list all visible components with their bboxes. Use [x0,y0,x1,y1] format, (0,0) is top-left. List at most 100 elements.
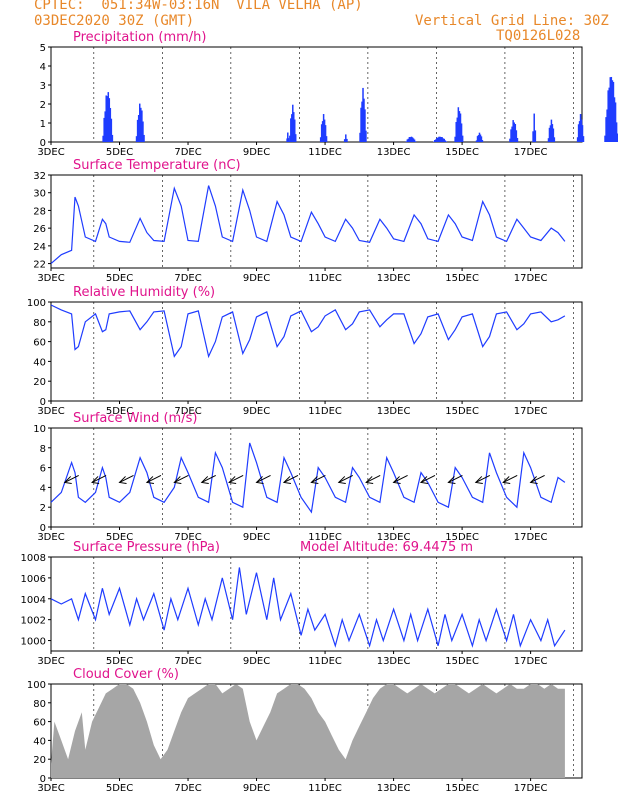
x-tick-label: 15DEC [445,532,479,543]
y-tick-label: 6 [40,464,46,475]
precip-bar [110,118,113,142]
wind-arrow-head [200,476,209,484]
precip-bar [479,134,482,142]
x-tick-label: 9DEC [243,532,270,543]
x-tick-label: 13DEC [377,532,411,543]
x-tick-label: 7DEC [174,532,201,543]
precip-bar [552,128,555,142]
x-tick-label: 3DEC [37,273,64,284]
y-tick-label: 60 [33,718,46,729]
precip-bar [104,111,106,142]
x-tick-label: 13DEC [377,783,411,794]
precip-bar [612,81,615,142]
precip-bar [136,119,139,142]
precip-bar [365,130,367,142]
x-tick-label: 3DEC [37,656,64,667]
precip-bar [511,126,513,142]
y-tick-label: 1004 [21,595,46,606]
x-tick-label: 5DEC [106,783,133,794]
precip-bar [582,136,585,142]
wind-arrow-head [173,476,182,484]
precip-bar [293,119,296,142]
panel-6: 3DEC 5DEC 7DEC 9DEC 11DEC 13DEC 15DEC 17DEC 0 20 4… [27,667,583,794]
precip-bar [477,135,480,142]
precip-bar [412,138,415,142]
precip-bar [611,80,614,142]
precip-bar [475,140,478,142]
wind-arrow-shaft [502,475,518,483]
wind-arrow-shaft [91,475,107,483]
precip-bar [459,113,462,142]
series-line [50,442,566,514]
precip-bar [514,123,517,142]
precip-bar [549,125,552,142]
wind-arrow-shaft [475,475,491,483]
y-tick-label: 2 [40,503,46,514]
panel-title: Surface Temperature (nC) [73,158,241,173]
y-tick-label: 0 [40,523,46,534]
precip-bar [613,97,616,142]
y-tick-label: 80 [33,318,46,329]
wind-arrow-shaft [365,475,381,483]
precip-bar [478,132,481,142]
precip-bar [616,133,618,142]
wind-arrow-head [282,476,292,484]
precip-bar [107,92,110,142]
x-tick-label: 13DEC [377,147,411,158]
plot-frame [50,46,583,143]
precip-bar [533,113,535,142]
wind-arrow-head [529,476,538,484]
precip-bar [547,138,550,142]
y-tick-label: 26 [33,224,46,235]
precip-bar [361,101,363,142]
wind-arrow-shaft [311,475,326,483]
precip-bar [363,98,365,142]
precip-bar [406,139,409,142]
x-tick-label: 3DEC [37,147,64,158]
plot-frame [50,174,583,269]
y-tick-label: 0 [40,397,46,408]
wind-arrow-shaft [201,475,216,483]
wind-arrow-shaft [228,475,244,483]
x-tick-label: 5DEC [106,147,133,158]
precip-bar [321,121,324,142]
precip-bar [606,109,608,142]
precip-bar [456,117,459,142]
precip-bar [287,138,290,142]
x-tick-label: 9DEC [243,783,270,794]
precip-bar [439,136,441,142]
precip-bar [362,87,364,142]
precip-bar [550,119,553,142]
y-tick-label: 1002 [21,616,46,627]
y-tick-label: 1000 [21,637,46,648]
precip-bar [320,124,323,142]
x-tick-label: 11DEC [308,783,342,794]
x-tick-label: 5DEC [106,273,133,284]
wind-arrow-head [474,476,483,484]
precip-bar [359,132,361,142]
wind-arrow-head [145,476,154,484]
wind-arrow-shaft [119,475,134,483]
x-tick-label: 15DEC [445,406,479,417]
precip-bar [443,138,446,142]
wind-arrow-shaft [283,475,299,483]
wind-arrow-head [447,476,456,484]
y-tick-label: 20 [33,377,46,388]
precip-bar [436,137,438,142]
wind-arrow-shaft [64,475,79,483]
precip-bar [409,137,412,142]
precip-bar [441,137,443,142]
wind-arrow-shaft [174,475,189,483]
precip-bar [553,137,556,142]
y-tick-label: 4 [40,62,46,73]
precip-bar [476,136,479,142]
y-tick-label: 0 [40,138,46,149]
precip-bar [610,76,613,142]
wind-arrow-head [365,476,374,484]
header-datetime: 03DEC2020 30Z (GMT) [34,13,195,29]
precip-bar [109,107,112,142]
x-tick-label: 15DEC [445,147,479,158]
cloud-area [51,684,565,778]
precip-bar [408,137,411,142]
wind-arrow-head [337,476,346,484]
